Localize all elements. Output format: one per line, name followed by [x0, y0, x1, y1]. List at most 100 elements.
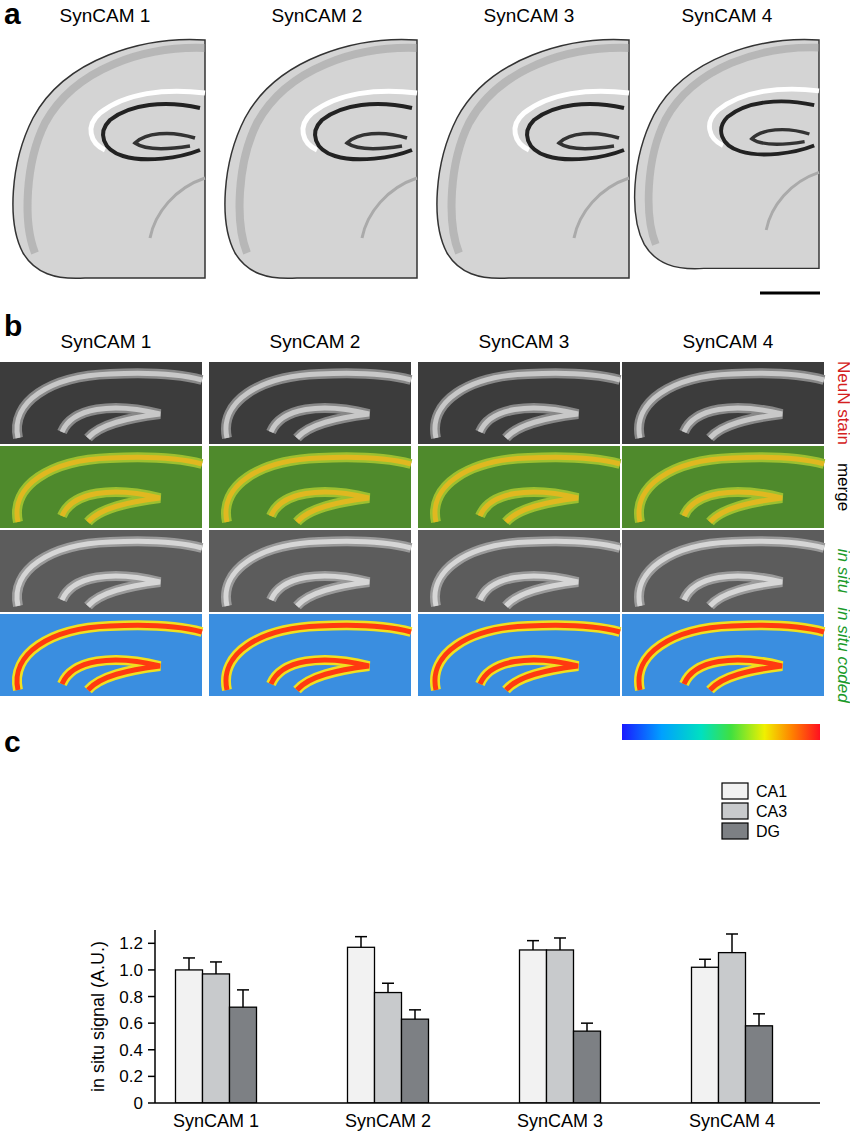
- section-outline: [225, 40, 417, 279]
- pyramidal-halo: [435, 373, 620, 438]
- scale-bar: [760, 292, 820, 295]
- hippocampus-dg: [135, 133, 195, 148]
- column-title: SynCAM 1: [61, 331, 152, 352]
- micrograph-tile: [418, 362, 620, 444]
- column-title: SynCAM 1: [60, 5, 151, 26]
- bar: [746, 1026, 773, 1103]
- error-stem: [215, 962, 217, 974]
- pyramidal-layer: [17, 541, 202, 606]
- fiber-tract: [362, 178, 417, 238]
- error-bar: [183, 958, 195, 970]
- error-bar: [699, 959, 711, 967]
- dg-halo: [684, 408, 782, 438]
- dg-halo: [480, 492, 578, 522]
- error-bar: [355, 937, 367, 948]
- pyramidal-halo: [226, 541, 411, 606]
- error-cap: [355, 936, 367, 938]
- dentate-gyrus: [480, 576, 578, 606]
- error-bar: [753, 1014, 765, 1026]
- pyramidal-halo: [17, 541, 202, 606]
- row-label: NeuN stain: [834, 361, 850, 445]
- tile-background: [0, 614, 202, 696]
- pyramidal-layer: [17, 373, 202, 438]
- dentate-gyrus: [271, 492, 369, 522]
- bar: [375, 993, 402, 1103]
- tile-background: [0, 362, 202, 444]
- pyramidal-layer: [639, 457, 824, 522]
- x-tick-label: SynCAM 1: [173, 1111, 259, 1131]
- bar: [520, 950, 547, 1103]
- error-bar: [554, 938, 566, 950]
- pyramidal-halo: [435, 457, 620, 522]
- pyramidal-layer: [639, 541, 824, 606]
- error-bar: [237, 990, 249, 1007]
- error-stem: [559, 938, 561, 950]
- dentate-gyrus: [684, 660, 782, 690]
- error-cap: [753, 1013, 765, 1015]
- fiber-tract: [574, 178, 629, 238]
- bar: [547, 950, 574, 1103]
- error-stem: [758, 1014, 760, 1026]
- tile-background: [622, 614, 824, 696]
- y-tick-label: 0.8: [119, 988, 143, 1007]
- error-cap: [726, 933, 738, 935]
- brain-section: [225, 40, 417, 279]
- bar: [692, 967, 719, 1103]
- pyramidal-halo: [639, 373, 824, 438]
- dg-halo: [62, 576, 160, 606]
- dg-halo: [684, 492, 782, 522]
- pyramidal-layer: [435, 625, 620, 690]
- section-outline: [13, 40, 205, 279]
- tile-background: [622, 362, 824, 444]
- brain-section: [437, 40, 629, 279]
- pyramidal-halo: [226, 457, 411, 522]
- error-stem: [360, 937, 362, 948]
- hippocampus-ca: [721, 101, 814, 154]
- error-bar: [726, 934, 738, 953]
- pyramidal-layer: [435, 457, 620, 522]
- micrograph-tile: [0, 530, 202, 612]
- legend-swatch: [722, 783, 748, 799]
- error-cap: [409, 1009, 421, 1011]
- x-tick-label: SynCAM 2: [345, 1111, 431, 1131]
- brain-section: [635, 39, 819, 268]
- column-title: SynCAM 2: [270, 331, 361, 352]
- error-bar: [581, 1023, 593, 1031]
- y-tick-label: 0.4: [119, 1041, 143, 1060]
- dentate-gyrus: [480, 492, 578, 522]
- pyramidal-halo: [226, 373, 411, 438]
- section-outline: [635, 39, 819, 268]
- y-tick: [148, 1049, 155, 1051]
- pyramidal-layer: [226, 625, 411, 690]
- y-tick-label: 0.6: [119, 1014, 143, 1033]
- y-tick: [148, 1076, 155, 1078]
- bar: [574, 1031, 601, 1103]
- pyramidal-layer: [17, 625, 202, 690]
- hippocampus-ca: [103, 104, 200, 159]
- error-stem: [242, 990, 244, 1007]
- error-stem: [188, 958, 190, 970]
- pyramidal-halo: [226, 625, 411, 690]
- bar: [402, 1019, 429, 1103]
- legend-label: CA1: [756, 783, 787, 800]
- panel-label: b: [4, 309, 22, 342]
- hippocampus-ca: [315, 104, 412, 159]
- plot-area: 00.20.40.60.81.01.2in situ signal (A.U.)…: [88, 930, 820, 1131]
- dentate-gyrus: [271, 408, 369, 438]
- tile-background: [418, 614, 620, 696]
- cortex-layer: [28, 48, 205, 253]
- pyramidal-layer: [639, 373, 824, 438]
- error-cap: [183, 957, 195, 959]
- column-title: SynCAM 4: [682, 5, 773, 26]
- dentate-gyrus: [271, 576, 369, 606]
- micrograph-tile: [209, 614, 411, 696]
- pyramidal-halo: [639, 625, 824, 690]
- color-bar: [622, 724, 820, 740]
- error-stem: [532, 941, 534, 950]
- error-cap: [382, 982, 394, 984]
- dg-halo: [62, 408, 160, 438]
- error-stem: [704, 959, 706, 967]
- y-tick-label: 1.0: [119, 961, 143, 980]
- micrograph-tile: [209, 362, 411, 444]
- dg-halo: [62, 492, 160, 522]
